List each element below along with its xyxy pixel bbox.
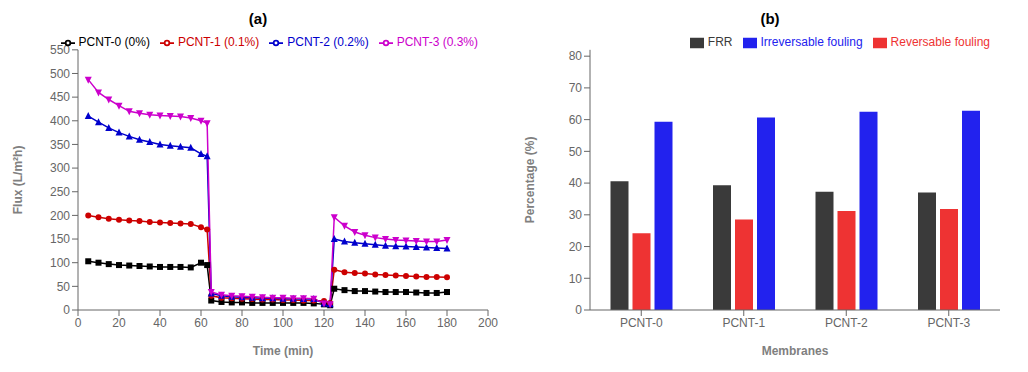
svg-text:Flux (L/m²h): Flux (L/m²h): [11, 146, 25, 215]
svg-text:350: 350: [50, 138, 70, 152]
svg-text:0: 0: [63, 303, 70, 317]
html-text:FRR: FRR: [707, 35, 733, 49]
svg-text:40: 40: [569, 176, 583, 190]
svg-text:200: 200: [478, 316, 498, 330]
html-text:Irreversable fouling: Irreversable fouling: [760, 35, 863, 49]
svg-text:450: 450: [50, 90, 70, 104]
svg-text:400: 400: [50, 114, 70, 128]
svg-text:60: 60: [194, 316, 208, 330]
svg-text:0: 0: [575, 303, 582, 317]
html-text:PCNT-2 (0.2%): PCNT-2 (0.2%): [287, 35, 369, 49]
svg-text:120: 120: [314, 316, 334, 330]
html-text:PCNT-3 (0.3%): PCNT-3 (0.3%): [396, 35, 478, 49]
svg-text:300: 300: [50, 161, 70, 175]
svg-text:180: 180: [437, 316, 457, 330]
svg-text:PCNT-1: PCNT-1: [722, 316, 765, 330]
svg-text:20: 20: [112, 316, 126, 330]
svg-text:PCNT-2: PCNT-2: [825, 316, 868, 330]
svg-text:0: 0: [75, 316, 82, 330]
svg-text:60: 60: [569, 113, 583, 127]
svg-text:550: 550: [50, 43, 70, 57]
svg-text:100: 100: [50, 256, 70, 270]
svg-text:150: 150: [50, 232, 70, 246]
svg-text:200: 200: [50, 209, 70, 223]
svg-text:140: 140: [355, 316, 375, 330]
svg-text:Percentage (%): Percentage (%): [523, 137, 537, 224]
html-text:PCNT-0 (0%): PCNT-0 (0%): [78, 35, 150, 49]
svg-text:80: 80: [235, 316, 249, 330]
svg-text:50: 50: [57, 280, 71, 294]
svg-text:50: 50: [569, 145, 583, 159]
svg-text:250: 250: [50, 185, 70, 199]
svg-text:20: 20: [569, 240, 583, 254]
svg-text:10: 10: [569, 272, 583, 286]
svg-text:80: 80: [569, 49, 583, 63]
svg-text:30: 30: [569, 208, 583, 222]
svg-text:PCNT-0: PCNT-0: [620, 316, 663, 330]
svg-text:500: 500: [50, 67, 70, 81]
svg-text:Membranes: Membranes: [762, 344, 829, 358]
svg-text:Time (min): Time (min): [253, 344, 313, 358]
svg-text:PCNT-3: PCNT-3: [927, 316, 970, 330]
svg-text:70: 70: [569, 81, 583, 95]
html-text:Reversable fouling: Reversable fouling: [890, 35, 990, 49]
svg-text:40: 40: [153, 316, 167, 330]
html-text:(a): (a): [248, 10, 268, 27]
html-text:PCNT-1 (0.1%): PCNT-1 (0.1%): [177, 35, 260, 49]
svg-text:160: 160: [396, 316, 416, 330]
html-text:(b): (b): [760, 10, 780, 27]
svg-text:100: 100: [273, 316, 293, 330]
